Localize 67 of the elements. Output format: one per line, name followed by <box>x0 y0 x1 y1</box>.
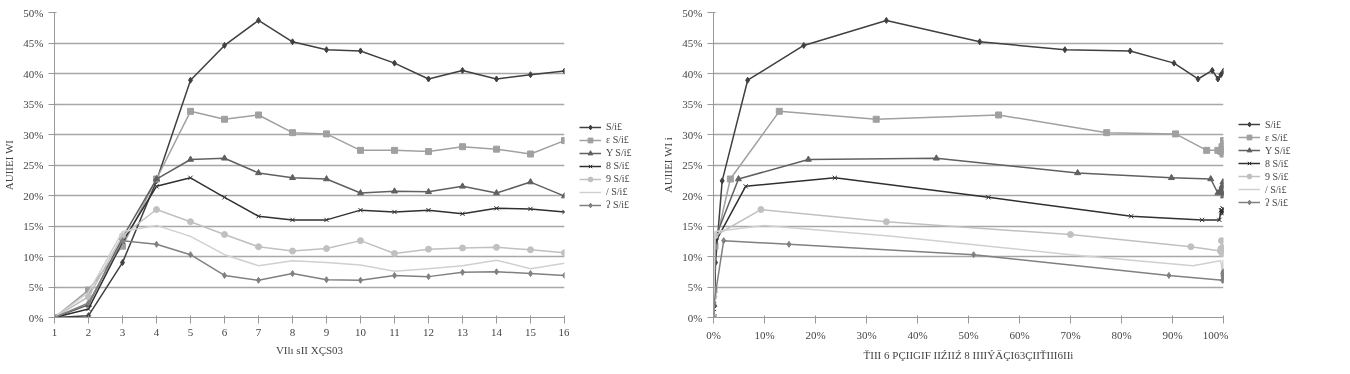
x-tick-label: 16 <box>558 325 570 338</box>
x-tick-label: 5 <box>187 325 194 338</box>
x-tick-label: 10 <box>355 325 367 338</box>
y-tick-label: 25% <box>23 159 44 171</box>
x-tick-label: 50% <box>958 328 979 341</box>
x-tick-label: 30% <box>856 328 877 341</box>
legend-label: / S/i£ <box>1265 183 1287 195</box>
y-tick-label: 25% <box>682 159 703 171</box>
x-tick-label: 80% <box>1111 328 1132 341</box>
legend-label: 8 S/i£ <box>1265 157 1289 169</box>
y-tick-label: 45% <box>23 37 44 49</box>
y-tick-label: 35% <box>682 98 703 110</box>
y-tick-label: 40% <box>23 67 44 80</box>
y-tick-label: 35% <box>23 98 44 110</box>
y-axis-title: AUIIEI WI i <box>662 137 675 194</box>
x-tick-label: 7 <box>255 325 262 338</box>
y-tick-label: 40% <box>682 67 703 80</box>
legend-label: Y S/i£ <box>606 146 632 159</box>
legend-label: 9 S/i£ <box>1265 170 1289 182</box>
x-tick-label: 2 <box>85 325 92 338</box>
y-axis-title: AUIIEI WI <box>3 139 16 191</box>
legend-label: 9 S/i£ <box>606 172 630 185</box>
y-tick-label: 15% <box>23 220 44 232</box>
y-tick-label: 5% <box>28 281 44 293</box>
legend-label: ʔ S/i£ <box>606 198 630 211</box>
legend-label: ɛ S/i£ <box>606 133 629 146</box>
y-tick-label: 20% <box>682 189 703 202</box>
x-tick-label: 60% <box>1009 328 1030 341</box>
x-tick-label: 13 <box>457 325 469 338</box>
x-tick-label: 9 <box>323 325 330 338</box>
legend-label: 8 S/i£ <box>606 159 630 172</box>
legend-label: S/i£ <box>606 120 624 133</box>
y-tick-label: 50% <box>682 6 703 19</box>
x-tick-label: 1 <box>51 325 58 338</box>
y-tick-label: 20% <box>23 189 44 202</box>
legend-label: ʔ S/i£ <box>1265 196 1289 208</box>
legend-label: S/i£ <box>1265 118 1283 130</box>
y-tick-label: 30% <box>23 128 44 141</box>
legend-label: Y S/i£ <box>1265 144 1291 156</box>
y-tick-label: 0% <box>28 311 44 324</box>
legend-label: ɛ S/i£ <box>1265 131 1288 143</box>
y-tick-label: 30% <box>682 128 703 141</box>
y-tick-label: 15% <box>682 220 703 232</box>
x-tick-label: 3 <box>119 325 126 338</box>
y-tick-label: 10% <box>682 250 703 263</box>
x-tick-label: 12 <box>423 325 434 338</box>
x-tick-label: 70% <box>1060 328 1081 341</box>
x-tick-label: 100% <box>1202 328 1229 341</box>
y-tick-label: 0% <box>687 311 703 324</box>
x-tick-label: 0% <box>706 328 721 341</box>
x-tick-label: 8 <box>289 325 296 338</box>
legend-label: / S/i£ <box>606 185 628 198</box>
y-tick-label: 50% <box>23 6 44 19</box>
y-tick-label: 5% <box>687 281 703 293</box>
y-tick-label: 45% <box>682 37 703 49</box>
x-tick-label: 10% <box>754 328 775 341</box>
x-axis-title: VIlı sII XÇS03 <box>275 343 344 356</box>
x-tick-label: 90% <box>1162 328 1183 341</box>
x-tick-label: 11 <box>389 325 400 338</box>
x-tick-label: 15 <box>525 325 537 338</box>
x-tick-label: 40% <box>907 328 928 341</box>
x-tick-label: 20% <box>805 328 826 341</box>
y-tick-label: 10% <box>23 250 44 263</box>
x-tick-label: 4 <box>153 325 160 338</box>
x-tick-label: 6 <box>221 325 228 338</box>
x-tick-label: 14 <box>491 325 503 338</box>
x-axis-title: ŤIII 6 PÇIIGIF IIŹIIŹ 8 IIIIÝÄÇI63ÇIIŤIII6IIi <box>863 348 1074 361</box>
